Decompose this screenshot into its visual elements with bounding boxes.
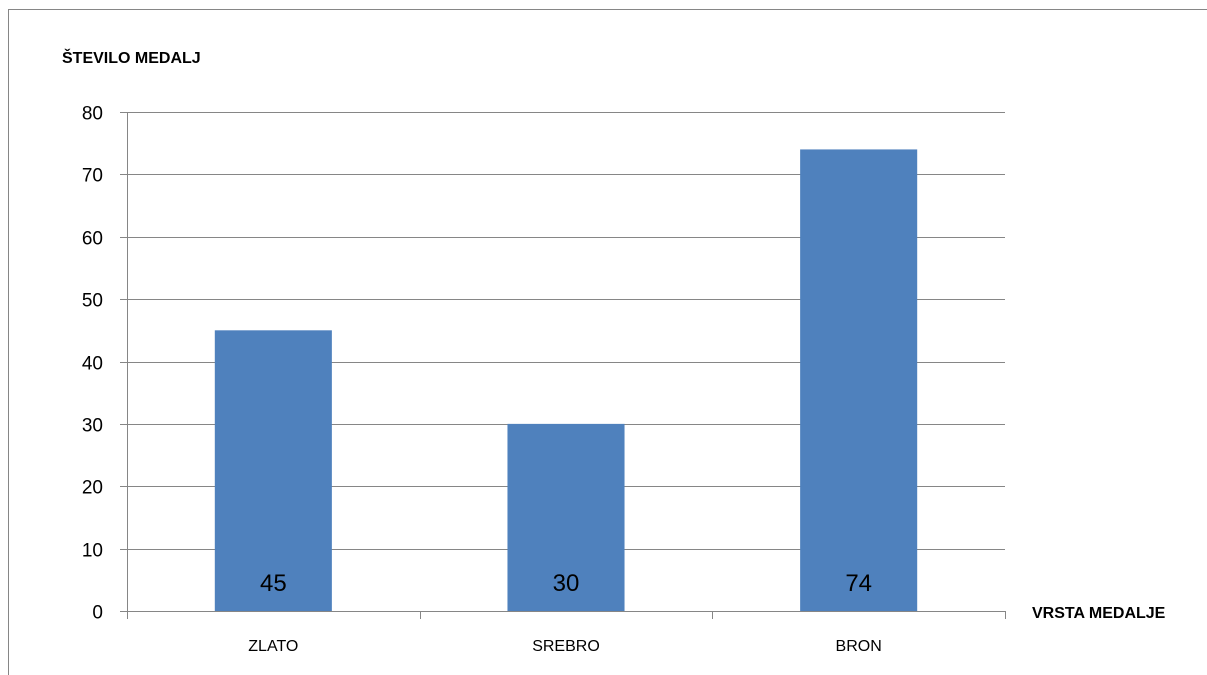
x-tick-label: BRON (836, 638, 882, 655)
x-tick-labels: ZLATO SREBRO BRON (248, 638, 881, 655)
y-tick-label: 10 (82, 541, 103, 562)
y-tick-label: 30 (82, 416, 103, 437)
y-tick-label: 40 (82, 354, 103, 375)
y-axis-title: ŠTEVILO MEDALJ (62, 48, 201, 67)
chart-frame (8, 9, 1207, 675)
bar (507, 423, 625, 611)
y-tick-label: 50 (82, 291, 103, 312)
x-tick-label: SREBRO (532, 638, 600, 655)
y-tick-label: 20 (82, 478, 103, 499)
bars (214, 149, 918, 612)
y-tick-label: 70 (82, 166, 103, 187)
data-labels: 45 30 74 (260, 570, 872, 597)
y-tick-label: 80 (82, 104, 103, 125)
bar (214, 330, 332, 611)
data-label: 30 (553, 570, 580, 597)
x-tick-label: ZLATO (248, 638, 298, 655)
axes (120, 112, 1006, 619)
x-axis-title: VRSTA MEDALJE (1032, 605, 1166, 622)
bar (800, 149, 918, 612)
y-tick-label: 60 (82, 229, 103, 250)
data-label: 74 (845, 570, 872, 597)
y-tick-labels: 0 10 20 30 40 50 60 70 80 (82, 104, 103, 624)
y-tick-label: 0 (92, 603, 103, 624)
data-label: 45 (260, 570, 287, 597)
